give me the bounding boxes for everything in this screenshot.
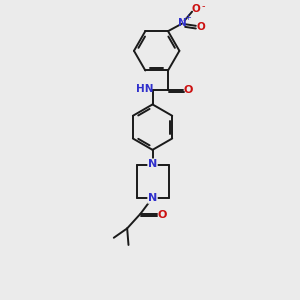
Text: N: N bbox=[178, 18, 187, 28]
Text: HN: HN bbox=[136, 84, 154, 94]
Text: O: O bbox=[158, 210, 167, 220]
Text: +: + bbox=[184, 13, 191, 22]
Text: O: O bbox=[184, 85, 193, 95]
Text: -: - bbox=[202, 1, 205, 11]
Text: N: N bbox=[148, 159, 157, 169]
Text: O: O bbox=[192, 4, 201, 14]
Text: N: N bbox=[148, 193, 157, 203]
Text: O: O bbox=[196, 22, 205, 32]
